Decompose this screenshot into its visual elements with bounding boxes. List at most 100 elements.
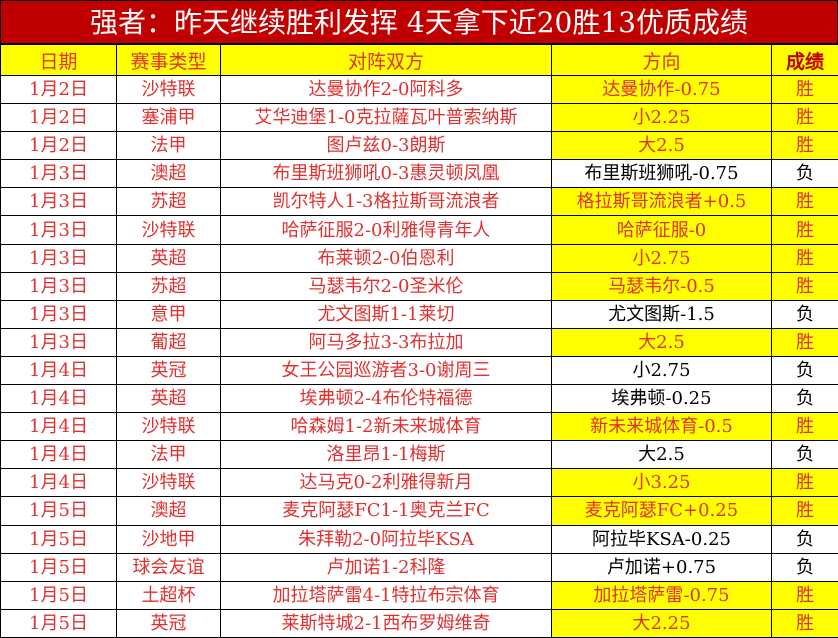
league-cell: 沙特联 (117, 216, 221, 244)
match-cell: 麦克阿瑟FC1-1奥克兰FC (221, 497, 552, 525)
league-cell: 苏超 (117, 272, 221, 300)
pick-cell: 卢加诺+0.75 (552, 553, 772, 581)
header-match: 对阵双方 (221, 45, 552, 76)
date-cell: 1月3日 (1, 160, 117, 188)
date-cell: 1月2日 (1, 76, 117, 104)
date-cell: 1月5日 (1, 553, 117, 581)
match-cell: 达曼协作2-0阿科多 (221, 76, 552, 104)
result-cell: 胜 (772, 76, 838, 104)
match-cell: 卢加诺1-2科隆 (221, 553, 552, 581)
league-cell: 沙特联 (117, 76, 221, 104)
result-cell: 负 (772, 356, 838, 384)
result-cell: 胜 (772, 497, 838, 525)
header-pick: 方向 (552, 45, 772, 76)
pick-cell: 加拉塔萨雷-0.75 (552, 581, 772, 609)
date-cell: 1月4日 (1, 385, 117, 413)
match-cell: 朱拜勒2-0阿拉毕KSA (221, 525, 552, 553)
pick-cell: 小2.75 (552, 356, 772, 384)
result-cell: 胜 (772, 609, 838, 637)
match-cell: 洛里昂1-1梅斯 (221, 441, 552, 469)
pick-cell: 小3.25 (552, 469, 772, 497)
date-cell: 1月5日 (1, 581, 117, 609)
match-cell: 马瑟韦尔2-0圣米伦 (221, 272, 552, 300)
date-cell: 1月3日 (1, 328, 117, 356)
league-cell: 土超杯 (117, 581, 221, 609)
match-cell: 加拉塔萨雷4-1特拉布宗体育 (221, 581, 552, 609)
league-cell: 沙地甲 (117, 525, 221, 553)
date-cell: 1月3日 (1, 300, 117, 328)
header-date: 日期 (1, 45, 117, 76)
league-cell: 澳超 (117, 497, 221, 525)
result-cell: 负 (772, 525, 838, 553)
league-cell: 法甲 (117, 132, 221, 160)
result-cell: 负 (772, 160, 838, 188)
pick-cell: 大2.25 (552, 609, 772, 637)
result-cell: 胜 (772, 244, 838, 272)
league-cell: 沙特联 (117, 469, 221, 497)
match-cell: 图卢兹0-3朗斯 (221, 132, 552, 160)
match-cell: 尤文图斯1-1莱切 (221, 300, 552, 328)
result-cell: 胜 (772, 469, 838, 497)
header-league: 赛事类型 (117, 45, 221, 76)
league-cell: 葡超 (117, 328, 221, 356)
result-cell: 负 (772, 441, 838, 469)
result-cell: 胜 (772, 581, 838, 609)
match-cell: 埃弗顿2-4布伦特福德 (221, 385, 552, 413)
result-cell: 胜 (772, 216, 838, 244)
match-cell: 阿马多拉3-3布拉加 (221, 328, 552, 356)
league-cell: 英超 (117, 244, 221, 272)
date-cell: 1月4日 (1, 413, 117, 441)
pick-cell: 达曼协作-0.75 (552, 76, 772, 104)
pick-cell: 新未来城体育-0.5 (552, 413, 772, 441)
date-cell: 1月4日 (1, 441, 117, 469)
date-cell: 1月2日 (1, 104, 117, 132)
result-cell: 负 (772, 300, 838, 328)
league-cell: 沙特联 (117, 413, 221, 441)
date-cell: 1月4日 (1, 356, 117, 384)
pick-cell: 阿拉毕KSA-0.25 (552, 525, 772, 553)
pick-cell: 大2.5 (552, 441, 772, 469)
date-cell: 1月4日 (1, 469, 117, 497)
date-cell: 1月2日 (1, 132, 117, 160)
pick-cell: 哈萨征服-0 (552, 216, 772, 244)
league-cell: 苏超 (117, 188, 221, 216)
date-cell: 1月5日 (1, 609, 117, 637)
page-title: 强者：昨天继续胜利发挥 4天拿下近20胜13优质成绩 (0, 0, 838, 44)
match-cell: 达马克0-2利雅得新月 (221, 469, 552, 497)
date-cell: 1月5日 (1, 497, 117, 525)
league-cell: 意甲 (117, 300, 221, 328)
match-cell: 哈萨征服2-0利雅得青年人 (221, 216, 552, 244)
pick-cell: 布里斯班狮吼-0.75 (552, 160, 772, 188)
league-cell: 英冠 (117, 609, 221, 637)
league-cell: 球会友谊 (117, 553, 221, 581)
match-cell: 哈森姆1-2新未来城体育 (221, 413, 552, 441)
result-cell: 胜 (772, 272, 838, 300)
pick-cell: 小2.25 (552, 104, 772, 132)
result-cell: 胜 (772, 132, 838, 160)
results-table: 日期 赛事类型 对阵双方 方向 成绩 1月2日沙特联达曼协作2-0阿科多达曼协作… (0, 44, 838, 638)
pick-cell: 马瑟韦尔-0.5 (552, 272, 772, 300)
league-cell: 澳超 (117, 160, 221, 188)
pick-cell: 大2.5 (552, 328, 772, 356)
result-cell: 负 (772, 553, 838, 581)
match-cell: 艾华迪堡1-0克拉薩瓦叶普索纳斯 (221, 104, 552, 132)
date-cell: 1月5日 (1, 525, 117, 553)
date-cell: 1月3日 (1, 244, 117, 272)
pick-cell: 尤文图斯-1.5 (552, 300, 772, 328)
